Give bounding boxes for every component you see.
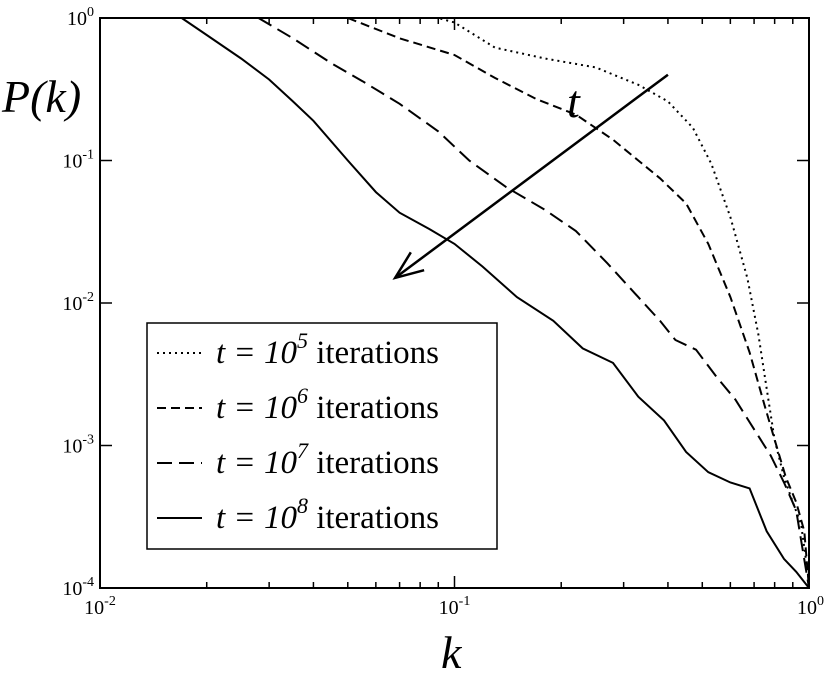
time-arrow: t	[392, 73, 669, 280]
series-line-t6	[347, 17, 810, 589]
y-tick-label: 10-3	[62, 433, 94, 458]
legend-entry-t7: t = 107 iterations	[216, 438, 439, 481]
y-tick-label: 10-2	[62, 290, 94, 315]
time-arrow-head	[392, 251, 425, 280]
x-tick-label: 10-2	[84, 594, 116, 619]
series-line-t7	[257, 17, 810, 589]
y-tick-label: 100	[67, 5, 94, 30]
series-line-t8	[181, 17, 810, 589]
y-tick-label: 10-4	[62, 575, 94, 600]
x-tick-label: 100	[797, 594, 824, 619]
legend-entry-t5: t = 105 iterations	[216, 328, 439, 371]
legend-entry-t8: t = 108 iterations	[216, 493, 439, 536]
tick-labels: 10-2 10-1 100 10-4 10-3 10-2 10-1 100	[62, 5, 824, 619]
y-tick-label: 10-1	[62, 148, 94, 173]
x-axis-label: k	[441, 627, 463, 673]
legend-entry-t6: t = 106 iterations	[216, 383, 439, 426]
legend: t = 105 iterations t = 106 iterations t = …	[146, 322, 498, 550]
time-arrow-label: t	[567, 76, 581, 127]
x-tick-label: 10-1	[439, 594, 471, 619]
time-arrow-line	[394, 73, 669, 279]
series-curves	[181, 17, 810, 589]
legend-box	[146, 322, 498, 550]
axis-ticks	[99, 17, 810, 589]
y-axis-label: P(k)	[1, 71, 81, 122]
